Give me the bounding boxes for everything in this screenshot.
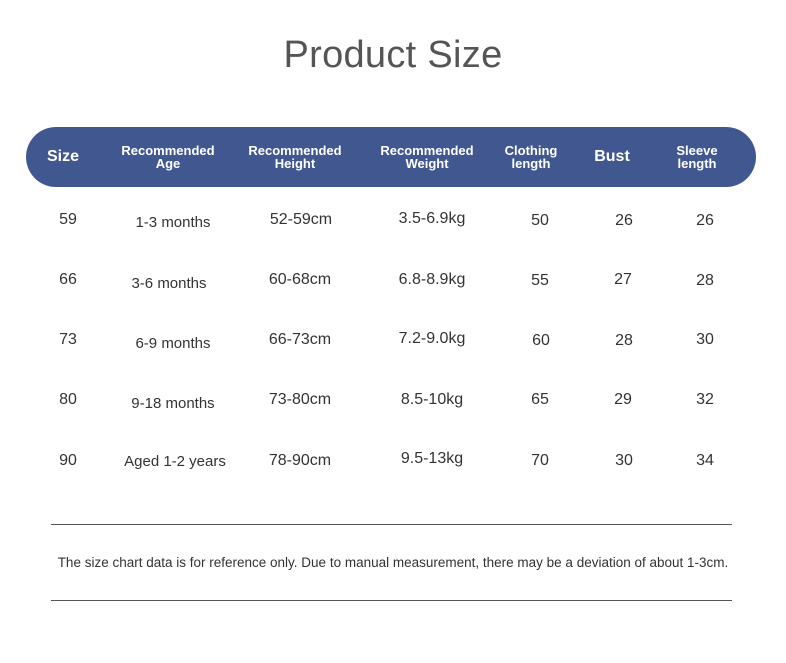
cell-clothing-length: 60: [532, 332, 550, 349]
cell-clothing-length: 50: [531, 212, 549, 229]
table-row: 73 6-9 months 66-73cm 7.2-9.0kg 60 28 30: [0, 330, 786, 361]
header-bust-label: Bust: [594, 148, 630, 165]
cell-weight: 9.5-13kg: [400, 450, 464, 467]
cell-height: 60-68cm: [268, 271, 332, 288]
cell-sleeve-length: 34: [696, 452, 714, 469]
header-bust: Bust: [582, 127, 642, 187]
cell-height: 52-59cm: [269, 211, 333, 228]
header-recommended-age: Recommended Age: [113, 127, 223, 187]
header-clothing-length: Clothing length: [496, 127, 566, 187]
divider-bottom: [51, 600, 732, 601]
header-label-line1: Clothing: [504, 143, 558, 158]
header-label-line1: Recommended: [380, 143, 474, 158]
table-row: 90 Aged 1-2 years 78-90cm 9.5-13kg 70 30…: [0, 450, 786, 482]
cell-weight: 8.5-10kg: [400, 391, 464, 408]
header-label-line2: length: [677, 156, 717, 171]
cell-bust: 27: [614, 271, 632, 288]
cell-size: 73: [59, 331, 77, 348]
table-row: 66 3-6 months 60-68cm 6.8-8.9kg 55 27 28: [0, 271, 786, 301]
header-label-line1: Sleeve: [676, 143, 718, 158]
cell-sleeve-length: 30: [696, 331, 714, 348]
cell-weight: 6.8-8.9kg: [398, 271, 466, 288]
cell-size: 80: [59, 391, 77, 408]
cell-bust: 26: [615, 212, 633, 229]
divider-top: [51, 524, 732, 525]
table-header: Size Recommended Age Recommended Height Re…: [26, 127, 756, 187]
header-label-line1: Recommended: [121, 143, 215, 158]
cell-height: 66-73cm: [268, 331, 332, 348]
cell-bust: 28: [615, 332, 633, 349]
cell-sleeve-length: 26: [696, 212, 714, 229]
header-recommended-height: Recommended Height: [240, 127, 350, 187]
cell-bust: 30: [615, 452, 633, 469]
table-row: 80 9-18 months 73-80cm 8.5-10kg 65 29 32: [0, 391, 786, 421]
cell-weight: 3.5-6.9kg: [398, 210, 466, 227]
cell-height: 78-90cm: [268, 452, 332, 469]
header-label-line1: Recommended: [248, 143, 342, 158]
header-label-line2: Age: [155, 156, 181, 171]
cell-clothing-length: 65: [531, 391, 549, 408]
cell-age: 9-18 months: [131, 395, 215, 412]
cell-clothing-length: 55: [531, 272, 549, 289]
cell-size: 66: [59, 271, 77, 288]
cell-weight: 7.2-9.0kg: [398, 330, 466, 347]
cell-age: 6-9 months: [135, 335, 211, 352]
cell-clothing-length: 70: [531, 452, 549, 469]
header-label-line2: Weight: [405, 156, 449, 171]
cell-sleeve-length: 28: [696, 272, 714, 289]
cell-age: Aged 1-2 years: [124, 453, 226, 470]
cell-height: 73-80cm: [268, 391, 332, 408]
cell-age: 3-6 months: [131, 275, 207, 292]
header-label-line2: length: [511, 156, 551, 171]
cell-size: 59: [59, 211, 77, 228]
cell-age: 1-3 months: [135, 214, 211, 231]
disclaimer-note: The size chart data is for reference onl…: [57, 555, 729, 570]
cell-bust: 29: [614, 391, 632, 408]
table-row: 59 1-3 months 52-59cm 3.5-6.9kg 50 26 26: [0, 210, 786, 241]
header-label-line2: Height: [274, 156, 316, 171]
header-recommended-weight: Recommended Weight: [372, 127, 482, 187]
header-size-label: Size: [46, 148, 79, 165]
header-size: Size: [36, 127, 90, 187]
cell-sleeve-length: 32: [696, 391, 714, 408]
header-sleeve-length: Sleeve length: [662, 127, 732, 187]
page-title: Product Size: [283, 34, 503, 76]
cell-size: 90: [59, 452, 77, 469]
